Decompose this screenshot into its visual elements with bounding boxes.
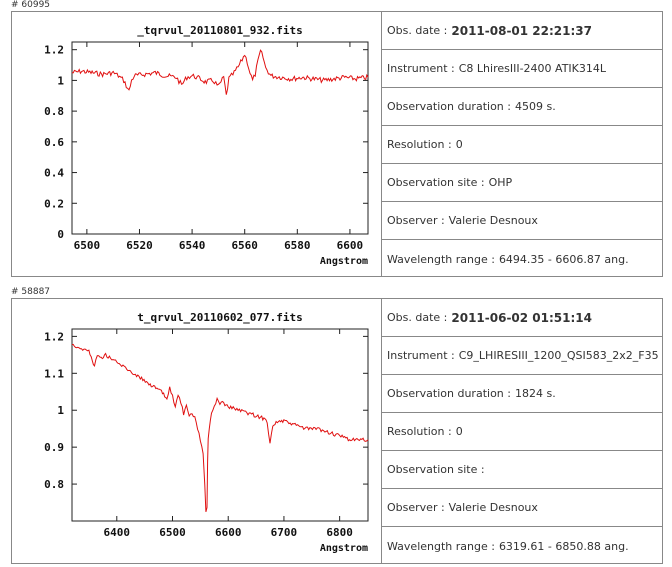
info-row: Resolution :0 [382, 413, 662, 451]
record-2: t_qrvul_20110602_077.fits 0.8 0.9 1 1.1 1.2 64… [11, 298, 663, 564]
chart-title: _tqrvul_20110801_932.fits [137, 24, 303, 37]
y-tick-label: 0.4 [44, 167, 64, 180]
spectrum-chart: _tqrvul_20110801_932.fits 0 0.2 0.4 0.6 0.8 1 1… [44, 24, 369, 267]
x-tick-label: 6540 [179, 239, 206, 252]
record-1: _tqrvul_20110801_932.fits 0 0.2 0.4 0.6 0.8 1 1… [11, 11, 663, 277]
y-tick-label: 1.2 [44, 44, 64, 57]
x-tick-label: 6800 [326, 526, 353, 539]
info-value: OHP [488, 176, 513, 189]
x-tick-label: 6580 [284, 239, 311, 252]
info-row: Observation duration :4509 s. [382, 88, 662, 126]
info-label: Observation site : [387, 463, 485, 476]
x-axis-label: Angstrom [320, 256, 368, 267]
spectrum-plot-cell: t_qrvul_20110602_077.fits 0.8 0.9 1 1.1 1.2 64… [12, 299, 382, 563]
record-1-id: # 60995 [11, 0, 51, 10]
info-row: Obs. date :2011-08-01 22:21:37 [382, 12, 662, 50]
info-label: Instrument : [387, 349, 455, 362]
plot-frame [71, 328, 369, 522]
y-tick-label: 0.8 [44, 478, 64, 491]
info-row: Instrument : C8 LhiresIII-2400 ATIK314L [382, 50, 662, 88]
x-tick-label: 6600 [337, 239, 364, 252]
y-tick-label: 0.6 [44, 136, 64, 149]
info-row: Observation site : OHP [382, 164, 662, 202]
x-tick-label: 6400 [104, 526, 131, 539]
info-panel: Obs. date :2011-06-02 01:51:14 Instrument… [382, 299, 662, 563]
info-label: Observation duration : [387, 387, 511, 400]
y-tick-label: 1 [57, 74, 64, 87]
info-label: Wavelength range : [387, 252, 495, 266]
info-value: 6494.35 - 6606.87 ang. [498, 252, 629, 266]
chart-title: t_qrvul_20110602_077.fits [137, 311, 303, 324]
info-label: Resolution : [387, 138, 452, 151]
info-value: 0 [455, 425, 463, 438]
x-tick-label: 6600 [215, 526, 242, 539]
info-value: C8 LhiresIII-2400 ATIK314L [458, 62, 607, 75]
y-tick-label: 0.9 [44, 441, 64, 454]
info-label: Observer : [387, 214, 445, 227]
info-value: 4509 s. [514, 100, 556, 113]
info-value: C9_LHIRESIII_1200_QSI583_2x2_F35 [458, 349, 659, 362]
info-value: 2011-08-01 22:21:37 [451, 23, 593, 38]
y-tick-label: 0 [57, 228, 64, 241]
info-label: Instrument : [387, 62, 455, 75]
record-2-id: # 58887 [11, 287, 51, 297]
info-row: Obs. date :2011-06-02 01:51:14 [382, 299, 662, 337]
info-row: Observer : Valerie Desnoux [382, 489, 662, 527]
info-label: Resolution : [387, 425, 452, 438]
spectrum-line [71, 343, 369, 513]
info-label: Observer : [387, 501, 445, 514]
x-tick-label: 6520 [126, 239, 153, 252]
plot-frame [71, 41, 369, 235]
info-row: Observation site : [382, 451, 662, 489]
info-row: Observer : Valerie Desnoux [382, 202, 662, 240]
y-tick-label: 0.8 [44, 105, 64, 118]
info-value: 0 [455, 138, 463, 151]
info-row: Resolution :0 [382, 126, 662, 164]
x-tick-label: 6700 [271, 526, 298, 539]
info-value: Valerie Desnoux [448, 214, 538, 227]
x-tick-label: 6500 [159, 526, 186, 539]
x-axis-label: Angstrom [320, 543, 368, 554]
info-row: Observation duration :1824 s. [382, 375, 662, 413]
y-tick-label: 0.2 [44, 197, 64, 210]
info-label: Obs. date : [387, 311, 448, 324]
spectrum-plot-cell: _tqrvul_20110801_932.fits 0 0.2 0.4 0.6 0.8 1 1… [12, 12, 382, 276]
spectrum-line [71, 49, 369, 95]
info-value: Valerie Desnoux [448, 501, 538, 514]
info-value: 2011-06-02 01:51:14 [451, 310, 593, 325]
info-row: Wavelength range :6319.61 - 6850.88 ang. [382, 527, 662, 565]
info-label: Observation site : [387, 176, 485, 189]
info-label: Obs. date : [387, 24, 448, 37]
y-tick-label: 1.1 [44, 367, 64, 380]
spectrum-chart: t_qrvul_20110602_077.fits 0.8 0.9 1 1.1 1.2 64… [44, 311, 369, 554]
info-value: 1824 s. [514, 387, 556, 400]
y-tick-label: 1.2 [44, 330, 64, 343]
info-panel: Obs. date :2011-08-01 22:21:37 Instrument… [382, 12, 662, 276]
info-row: Instrument : C9_LHIRESIII_1200_QSI583_2x2… [382, 337, 662, 375]
info-value: 6319.61 - 6850.88 ang. [498, 539, 629, 553]
x-tick-label: 6500 [74, 239, 101, 252]
y-tick-label: 1 [57, 404, 64, 417]
info-row: Wavelength range :6494.35 - 6606.87 ang. [382, 240, 662, 278]
x-tick-label: 6560 [231, 239, 258, 252]
info-label: Wavelength range : [387, 539, 495, 553]
info-label: Observation duration : [387, 100, 511, 113]
